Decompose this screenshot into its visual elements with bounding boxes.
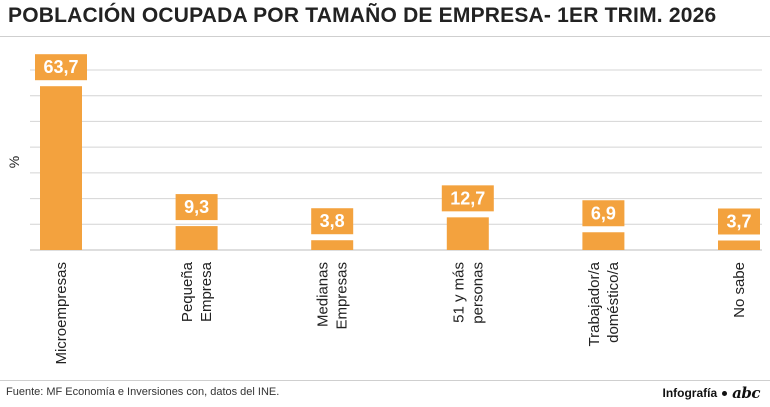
category-label: doméstico/a [605,261,622,343]
data-label: 12,7 [450,188,485,208]
data-label-box [311,208,354,235]
data-label: 9,3 [184,197,209,217]
category-label: Empresas [334,262,351,330]
bar [446,217,489,250]
bar [175,226,218,250]
data-label: 3,7 [726,211,751,231]
data-label-box [441,185,494,212]
category-label: 51 y más [450,262,467,323]
data-label: 3,8 [320,211,345,231]
category-label: Medianas [315,262,332,327]
data-label-box [582,200,625,227]
bar [718,240,760,250]
bar [40,86,82,250]
category-label: No sabe [731,262,748,318]
credit: Infografía abc [662,384,760,402]
bar [311,240,354,250]
category-label: Pequeña [179,261,196,322]
bar-chart: % 63,7 Microempresas 9,3 Pequeña Empresa 3,8 Me… [6,54,762,365]
data-label-box [35,54,87,81]
category-label: Microempresas [53,262,70,365]
category-label: Empresa [198,261,215,322]
data-label: 6,9 [591,203,616,223]
chart-title: POBLACIÓN OCUPADA POR TAMAÑO DE EMPRESA-… [8,4,717,27]
category-label: personas [469,262,486,324]
data-label-box [175,194,218,221]
data-label-box [718,208,760,235]
y-axis-label: % [6,156,22,168]
brand-logo: abc [732,384,760,402]
bar [582,232,625,250]
footer-divider [0,380,770,381]
title-divider [0,36,770,37]
credit-label: Infografía [662,386,718,400]
data-label: 63,7 [43,57,78,77]
category-label: Trabajador/a [586,261,603,346]
source-note: Fuente: MF Economía e Inversiones con, d… [6,386,280,398]
separator-dot-icon [722,390,728,396]
